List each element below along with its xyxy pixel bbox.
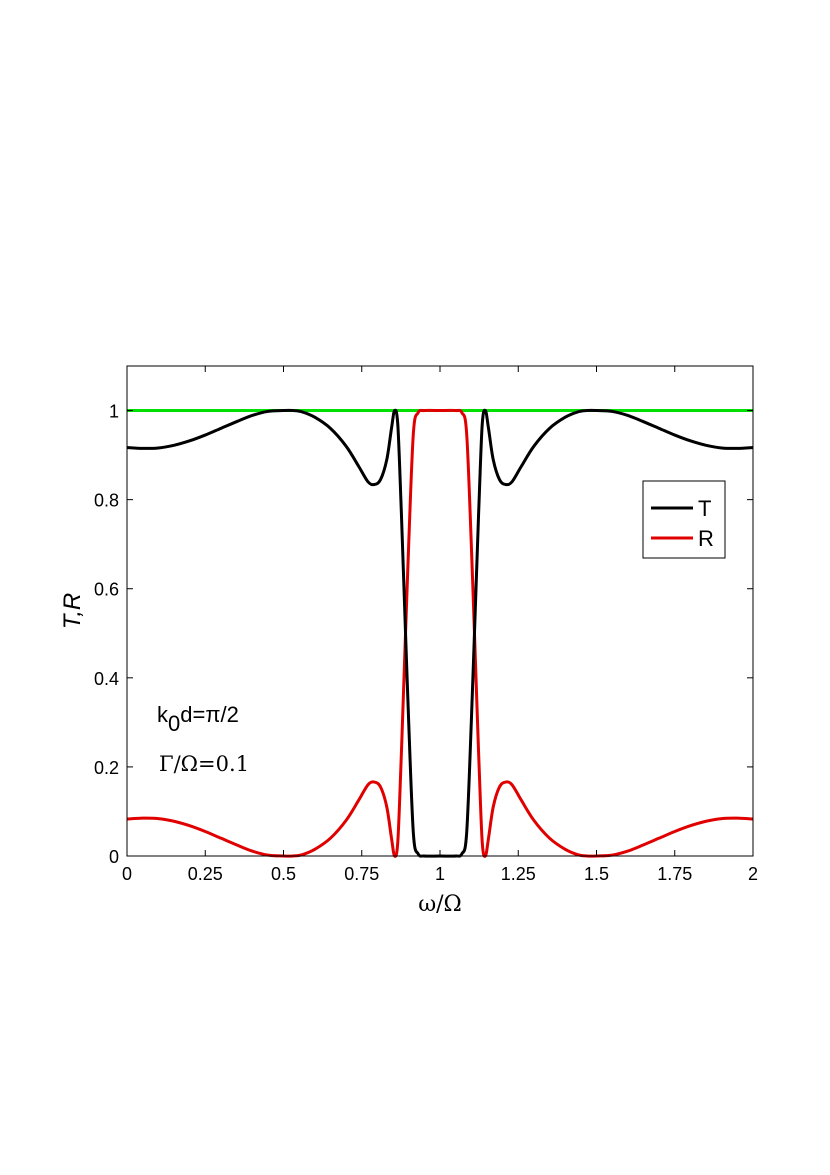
x-tick-label: 0.5 bbox=[271, 864, 296, 884]
y-tick-label: 0.8 bbox=[94, 491, 119, 511]
legend-label-t: T bbox=[698, 496, 711, 521]
x-tick-label: 0 bbox=[122, 864, 132, 884]
annotation-k-main: k bbox=[157, 702, 169, 727]
y-tick-label: 1 bbox=[109, 402, 119, 422]
x-tick-label: 0.25 bbox=[188, 864, 223, 884]
y-tick-label: 0.6 bbox=[94, 580, 119, 600]
x-axis-label: ω/Ω bbox=[418, 892, 462, 917]
annotation-gamma: Γ/Ω=0.1 bbox=[159, 752, 249, 776]
annotation-k0d: k0d=π/2 bbox=[157, 702, 239, 736]
y-tick-label: 0.2 bbox=[94, 758, 119, 778]
x-tick-label: 1 bbox=[435, 864, 445, 884]
legend-label-r: R bbox=[698, 526, 714, 551]
legend-box bbox=[642, 480, 726, 559]
y-axis-label: T,R bbox=[59, 593, 86, 629]
x-tick-label: 2 bbox=[748, 864, 758, 884]
svg-text:k0d=π/2: k0d=π/2 bbox=[157, 702, 239, 736]
ticks-layer: 0 0.25 0.5 0.75 1 1.25 1.5 1.75 2 0 0.2 0.4 0.6 0.8 1 bbox=[94, 366, 758, 884]
x-tick-label: 1.75 bbox=[657, 864, 692, 884]
y-tick-label: 0.4 bbox=[94, 669, 119, 689]
x-tick-label: 1.5 bbox=[584, 864, 609, 884]
y-tick-label: 0 bbox=[109, 847, 119, 867]
x-tick-label: 1.25 bbox=[501, 864, 536, 884]
x-tick-label: 0.75 bbox=[344, 864, 379, 884]
annotation-k-subscript: 0 bbox=[168, 711, 180, 736]
annotation-k-rest: d=π/2 bbox=[180, 702, 239, 727]
legend: T R bbox=[642, 480, 726, 559]
